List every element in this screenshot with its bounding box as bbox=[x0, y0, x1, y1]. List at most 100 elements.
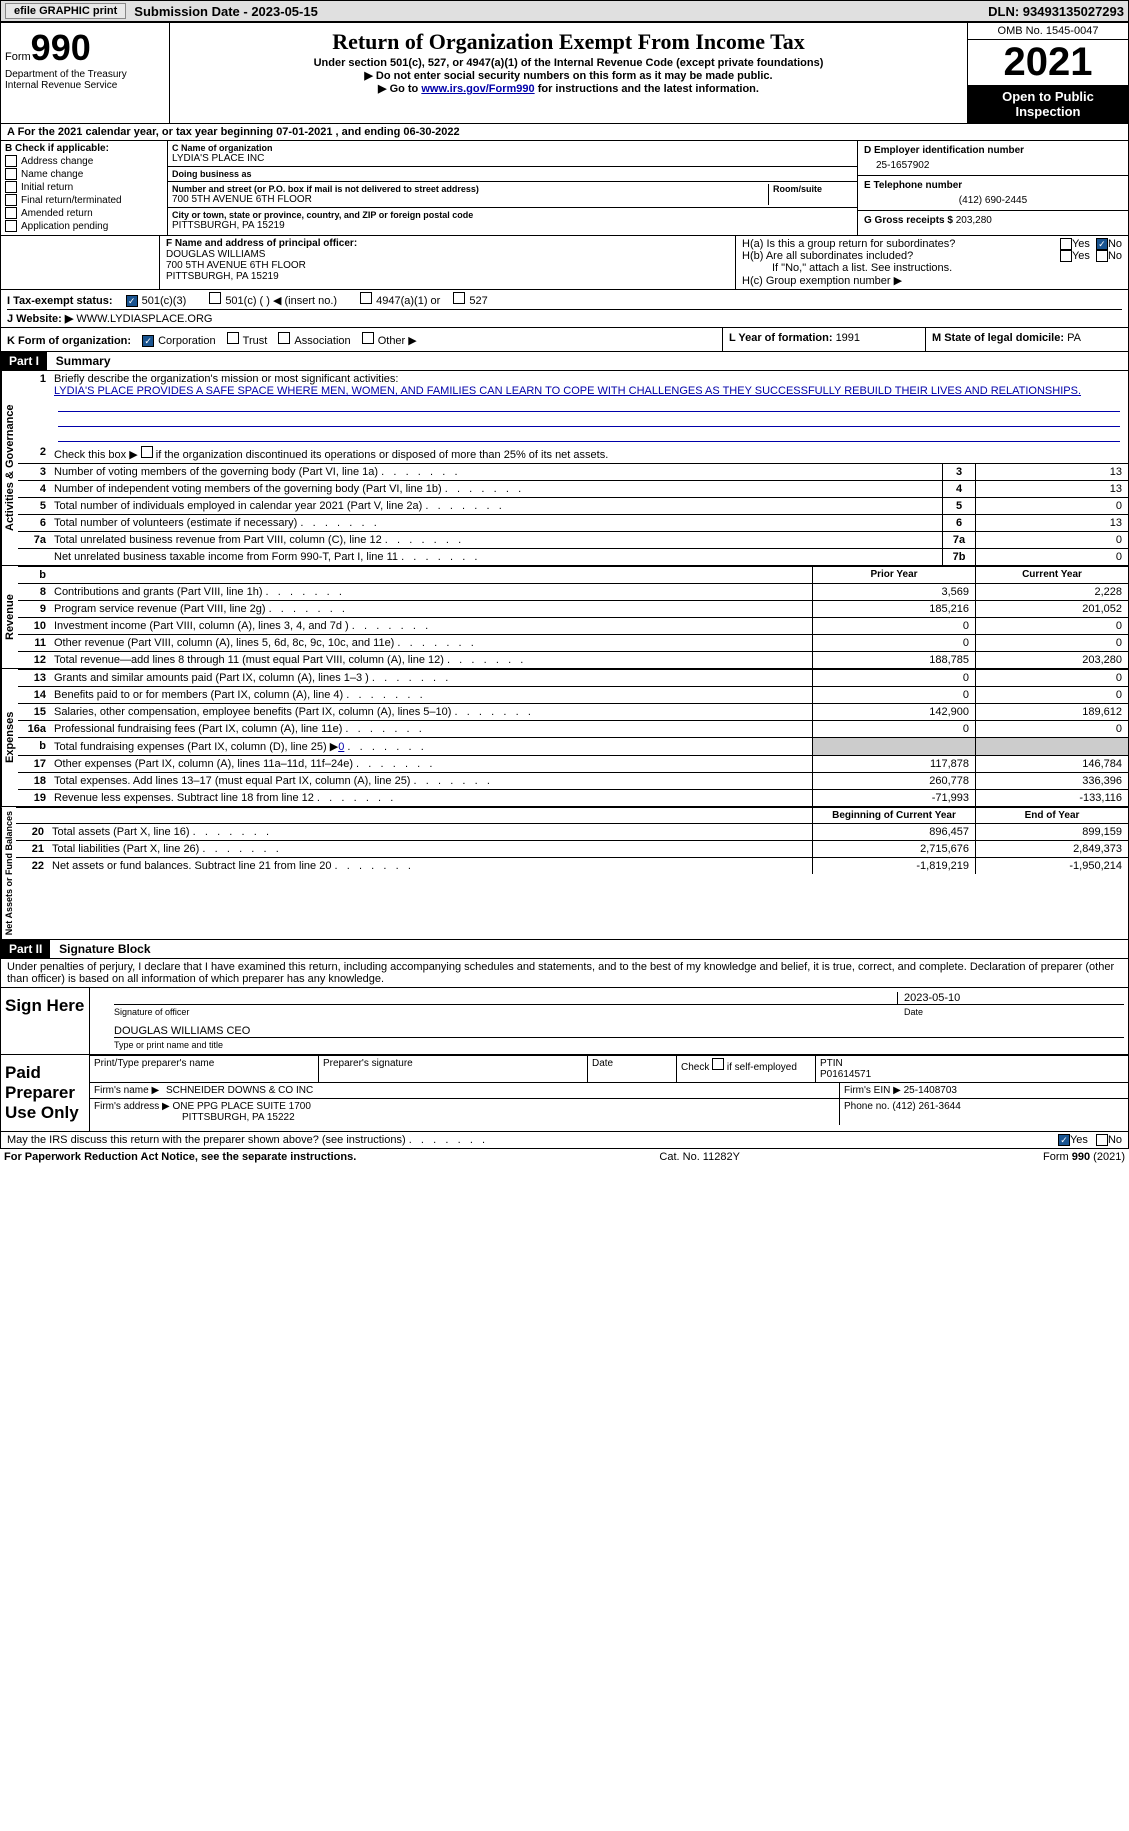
hb-yes-checkbox[interactable] bbox=[1060, 250, 1072, 262]
checkbox-final-return[interactable] bbox=[5, 194, 17, 206]
paperwork-notice: For Paperwork Reduction Act Notice, see … bbox=[4, 1151, 356, 1163]
officer-printed: DOUGLAS WILLIAMS CEO bbox=[114, 1025, 250, 1037]
line-prior: 185,216 bbox=[812, 601, 975, 617]
form990-link[interactable]: www.irs.gov/Form990 bbox=[421, 83, 534, 95]
part-i-header: Part I Summary bbox=[0, 352, 1129, 371]
line-text: Program service revenue (Part VIII, line… bbox=[50, 601, 812, 617]
line-prior: -71,993 bbox=[812, 790, 975, 806]
firm-name-label: Firm's name ▶ bbox=[94, 1085, 159, 1096]
na-spacer-num bbox=[16, 808, 48, 823]
line-value: 13 bbox=[975, 464, 1128, 480]
tax-year: 2021 bbox=[968, 40, 1128, 85]
may-irs-yes: Yes bbox=[1070, 1134, 1088, 1146]
city-label: City or town, state or province, country… bbox=[172, 210, 473, 220]
line-num bbox=[18, 549, 50, 565]
i-527-checkbox[interactable] bbox=[453, 292, 465, 304]
k-other-checkbox[interactable] bbox=[362, 332, 374, 344]
line-current: 203,280 bbox=[975, 652, 1128, 668]
may-irs-no-checkbox[interactable] bbox=[1096, 1134, 1108, 1146]
line-current: 2,228 bbox=[975, 584, 1128, 600]
line-num: 8 bbox=[18, 584, 50, 600]
k-corp-checkbox[interactable] bbox=[142, 335, 154, 347]
line-num: 22 bbox=[16, 858, 48, 874]
hb-no-checkbox[interactable] bbox=[1096, 250, 1108, 262]
officer-addr2: PITTSBURGH, PA 15219 bbox=[166, 271, 729, 282]
part-ii-title: Signature Block bbox=[53, 940, 156, 958]
line2-checkbox[interactable] bbox=[141, 446, 153, 458]
firm-phone-value: (412) 261-3644 bbox=[892, 1101, 960, 1112]
line-current: 0 bbox=[975, 670, 1128, 686]
may-irs-no: No bbox=[1108, 1134, 1122, 1146]
street-label: Number and street (or P.O. box if mail i… bbox=[172, 184, 768, 194]
line-text: Net unrelated business taxable income fr… bbox=[50, 549, 942, 565]
k-other: Other ▶ bbox=[378, 335, 417, 347]
line-text: Number of independent voting members of … bbox=[50, 481, 942, 497]
col-prior: Prior Year bbox=[812, 567, 975, 583]
ha-no-checkbox[interactable] bbox=[1096, 238, 1108, 250]
line-current bbox=[975, 738, 1128, 755]
line1-text: Briefly describe the organization's miss… bbox=[54, 373, 1124, 385]
line-current: -133,116 bbox=[975, 790, 1128, 806]
line-text: Total liabilities (Part X, line 26) bbox=[48, 841, 812, 857]
efile-print-button[interactable]: efile GRAPHIC print bbox=[5, 3, 126, 19]
line-text: Revenue less expenses. Subtract line 18 … bbox=[50, 790, 812, 806]
date-label: Date bbox=[904, 1007, 1124, 1017]
k-trust-checkbox[interactable] bbox=[227, 332, 239, 344]
vlabel-revenue: Revenue bbox=[1, 566, 18, 668]
dba-label: Doing business as bbox=[172, 169, 252, 179]
line-num: 3 bbox=[18, 464, 50, 480]
line-prior: 896,457 bbox=[812, 824, 975, 840]
line-prior: 260,778 bbox=[812, 773, 975, 789]
m-label: M State of legal domicile: bbox=[932, 332, 1067, 344]
website-value: WWW.LYDIASPLACE.ORG bbox=[76, 313, 212, 325]
section-b: B Check if applicable: Address change Na… bbox=[1, 141, 168, 235]
line-text: Other revenue (Part VIII, column (A), li… bbox=[50, 635, 812, 651]
i-501c: 501(c) ( ) ◀ (insert no.) bbox=[225, 295, 337, 307]
may-irs-text: May the IRS discuss this return with the… bbox=[7, 1134, 485, 1146]
checkbox-app-pending[interactable] bbox=[5, 220, 17, 232]
ha-no: No bbox=[1108, 238, 1122, 250]
line-prior: 117,878 bbox=[812, 756, 975, 772]
checkbox-initial-return[interactable] bbox=[5, 181, 17, 193]
form-number: 990 bbox=[31, 27, 91, 68]
section-f: F Name and address of principal officer:… bbox=[160, 236, 735, 289]
section-b-label: B Check if applicable: bbox=[5, 143, 163, 154]
checkbox-address-change[interactable] bbox=[5, 155, 17, 167]
opt-address-change: Address change bbox=[21, 156, 93, 167]
gross-label: G Gross receipts $ bbox=[864, 215, 956, 226]
line-current: 0 bbox=[975, 618, 1128, 634]
line-text: Total number of individuals employed in … bbox=[50, 498, 942, 514]
submission-date: Submission Date - 2023-05-15 bbox=[134, 4, 318, 19]
i-501c3-checkbox[interactable] bbox=[126, 295, 138, 307]
line-num: 5 bbox=[18, 498, 50, 514]
line-box: 7b bbox=[942, 549, 975, 565]
firm-ein-label: Firm's EIN ▶ bbox=[844, 1085, 901, 1096]
i-4947-checkbox[interactable] bbox=[360, 292, 372, 304]
i-501c-checkbox[interactable] bbox=[209, 292, 221, 304]
vlabel-netassets: Net Assets or Fund Balances bbox=[1, 807, 16, 939]
firm-addr-value: ONE PPG PLACE SUITE 1700 bbox=[173, 1101, 311, 1112]
b-spacer bbox=[50, 567, 812, 583]
may-irs-yes-checkbox[interactable] bbox=[1058, 1134, 1070, 1146]
section-c: C Name of organization LYDIA'S PLACE INC… bbox=[168, 141, 857, 235]
k-assoc-checkbox[interactable] bbox=[278, 332, 290, 344]
j-label: J Website: ▶ bbox=[7, 313, 73, 325]
ptin-value: P01614571 bbox=[820, 1069, 1124, 1080]
ein-value: 25-1657902 bbox=[864, 156, 1122, 171]
hc-label: H(c) Group exemption number ▶ bbox=[742, 274, 1122, 287]
line-num: 21 bbox=[16, 841, 48, 857]
irs-label: Internal Revenue Service bbox=[5, 80, 165, 91]
footer: For Paperwork Reduction Act Notice, see … bbox=[0, 1149, 1129, 1165]
ha-yes-checkbox[interactable] bbox=[1060, 238, 1072, 250]
ptin-label: PTIN bbox=[820, 1058, 1124, 1069]
line-text: Net assets or fund balances. Subtract li… bbox=[48, 858, 812, 874]
line1-num: 1 bbox=[18, 371, 50, 444]
checkbox-amended[interactable] bbox=[5, 207, 17, 219]
l-value: 1991 bbox=[836, 332, 860, 344]
checkbox-name-change[interactable] bbox=[5, 168, 17, 180]
self-employed-checkbox[interactable] bbox=[712, 1058, 724, 1070]
prep-date-label: Date bbox=[588, 1056, 677, 1082]
line-prior: 0 bbox=[812, 721, 975, 737]
b-marker: b bbox=[18, 567, 50, 583]
i-527: 527 bbox=[469, 295, 487, 307]
